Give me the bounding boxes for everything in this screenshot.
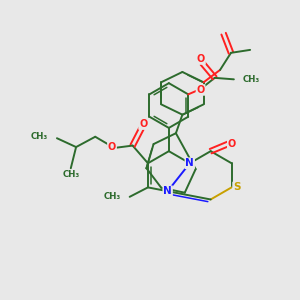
Text: O: O [196,85,205,95]
Text: N: N [185,158,194,168]
Text: O: O [139,119,147,129]
Text: CH₃: CH₃ [63,170,80,179]
Text: O: O [108,142,116,152]
Text: CH₃: CH₃ [103,192,121,201]
Text: N: N [163,186,172,196]
Text: S: S [233,182,241,192]
Text: CH₃: CH₃ [243,75,260,84]
Text: O: O [228,139,236,149]
Text: O: O [197,54,205,64]
Text: CH₃: CH₃ [31,132,48,141]
